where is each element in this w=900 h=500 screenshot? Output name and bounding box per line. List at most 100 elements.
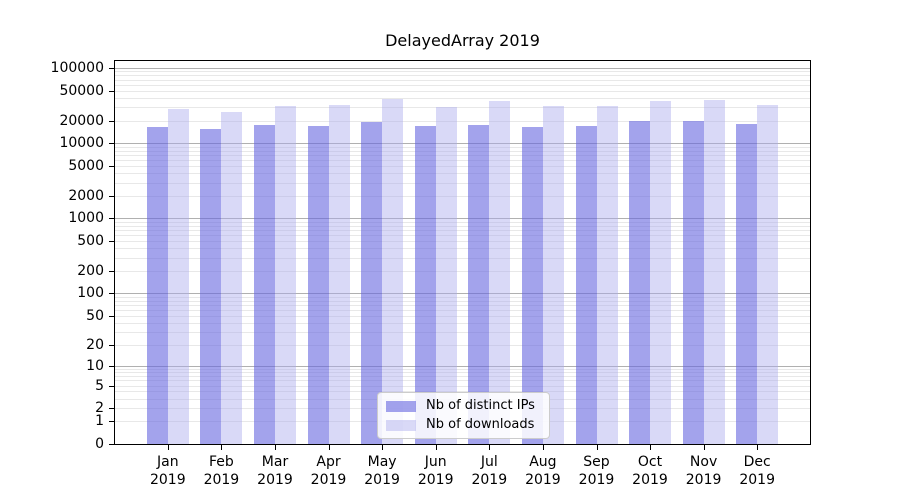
gridline-minor [115,304,810,306]
y-tick-label: 10000 [59,135,104,152]
y-tick-label: 1000 [68,210,104,227]
x-tick-label: Aug 2019 [511,453,575,489]
x-tick-label: Nov 2019 [672,453,736,489]
gridline-minor [115,107,810,109]
x-tick-label: May 2019 [350,453,414,489]
x-tick-mark [382,445,384,450]
gridline-minor [115,79,810,81]
gridline-minor [115,372,810,374]
y-tick-label: 50000 [59,82,104,99]
gridline-major [115,143,810,145]
gridline-minor [115,296,810,298]
legend-swatch-downloads [386,419,416,431]
x-tick-month: Nov [689,454,718,470]
x-tick-year: 2019 [578,472,615,488]
bar-distinct-ips-mar [254,124,275,444]
bar-downloads-may [382,99,404,444]
y-tick-label: 20000 [59,112,104,129]
y-tick-mark [109,68,115,69]
gridline-minor [115,309,810,311]
gridline-minor [115,315,810,317]
x-tick-mark [435,445,437,450]
bar-downloads-dec [757,105,779,444]
gridline-minor [115,248,810,250]
gridline-minor [115,90,810,92]
y-tick-label: 50 [86,307,104,324]
gridline-minor [115,146,810,148]
y-tick-label: 100000 [50,60,104,76]
x-tick-month: Oct [637,454,663,470]
x-tick-mark [650,445,651,450]
gridline-minor [115,71,810,73]
x-tick-year: 2019 [364,472,400,488]
bar-distinct-ips-dec [736,124,758,444]
gridline-minor [115,344,810,346]
y-tick-label: 500 [77,233,104,249]
legend-label-downloads: Nb of downloads [426,417,535,432]
bar-distinct-ips-jul [468,124,490,444]
x-tick-month: Dec [743,454,771,470]
gridline-minor [115,165,810,167]
x-tick-year: 2019 [149,472,186,488]
gridline-minor [115,380,810,382]
y-tick-mark [109,241,115,242]
y-tick-mark [109,421,115,423]
gridline-minor [115,300,810,302]
gridline-minor [115,173,810,175]
y-tick-mark [109,143,115,145]
gridline-minor [115,97,810,99]
bar-downloads-sep [596,106,618,444]
x-tick-year: 2019 [417,472,454,488]
y-tick-label: 2 [95,400,104,417]
y-tick-label: 2000 [68,187,104,204]
bar-downloads-oct [650,100,671,444]
x-tick-label: Sep 2019 [565,453,629,489]
gridline-minor [115,150,810,152]
gridline-major [115,68,810,69]
y-tick-mark [109,365,115,367]
y-tick-mark [109,218,115,220]
x-tick-month: Jun [424,454,447,470]
bar-distinct-ips-oct [629,121,650,444]
gridline-minor [115,368,810,370]
legend-label-distinct-ips: Nb of distinct IPs [426,398,535,413]
x-tick-mark [703,445,705,450]
x-tick-month: Jul [480,454,498,470]
gridline-minor [115,257,810,259]
y-tick-label: 5 [95,377,104,394]
x-tick-month: Feb [208,454,234,470]
x-tick-label: Oct 2019 [618,453,682,489]
x-tick-year: 2019 [685,472,722,488]
gridline-minor [115,230,810,231]
y-tick-mark [109,344,115,346]
bar-downloads-mar [275,105,296,444]
grid-layer [115,61,810,444]
gridline-minor [115,221,810,223]
x-tick-label: Jan 2019 [136,453,200,489]
gridline-minor [115,241,810,242]
y-tick-mark [109,408,115,410]
bar-downloads-nov [703,100,725,444]
gridline-minor [115,391,810,393]
x-tick-year: 2019 [203,472,240,488]
x-tick-month: Sep [583,454,610,470]
legend-swatch-distinct-ips [386,400,416,412]
x-tick-mark [757,445,759,450]
plot-area [114,60,811,445]
bar-distinct-ips-apr [307,125,329,444]
x-tick-label: Jul 2019 [457,453,521,489]
x-tick-year: 2019 [632,472,668,488]
y-tick-label: 1 [95,413,104,430]
gridline-minor [115,376,810,378]
gridline-minor [115,84,810,86]
gridline-major [115,218,810,220]
x-tick-month: Jan [157,454,179,470]
x-tick-month: Mar [261,454,289,470]
gridline-minor [115,235,810,236]
gridline-minor [115,159,810,161]
y-tick-label: 200 [77,262,104,279]
x-tick-mark [275,445,276,450]
x-tick-label: Mar 2019 [243,453,307,489]
x-tick-mark [542,445,544,450]
